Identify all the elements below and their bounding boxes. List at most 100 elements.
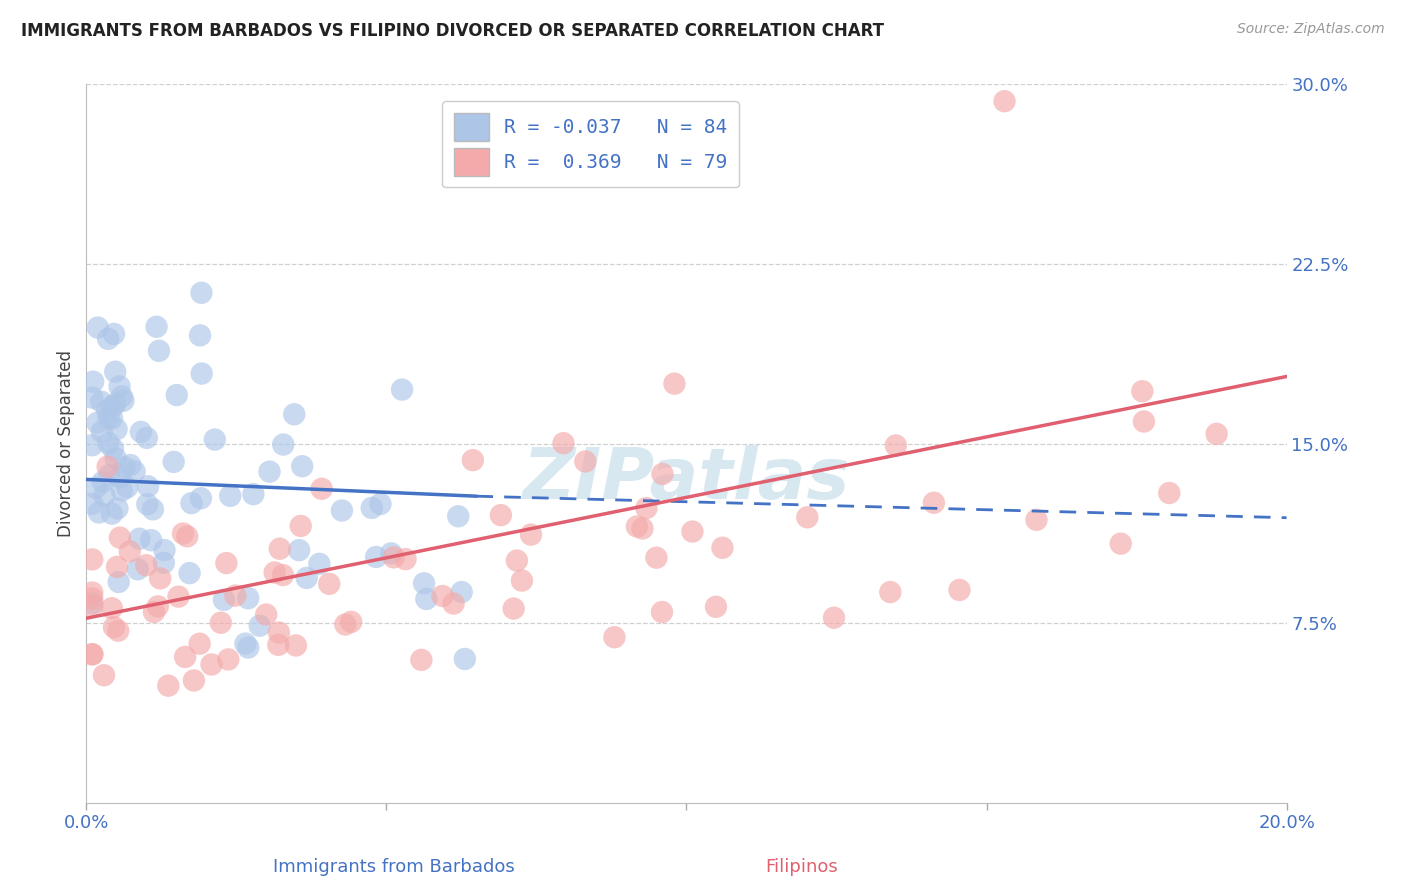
Point — [90, 394, 112, 409]
Point — [318, 577, 340, 591]
Point — [432, 589, 454, 603]
Point — [136, 479, 159, 493]
Point — [1205, 426, 1227, 441]
Point — [108, 379, 131, 393]
Point — [111, 389, 134, 403]
Point — [636, 501, 658, 516]
Text: Source: ZipAtlas.com: Source: ZipAtlas.com — [1237, 22, 1385, 37]
Point — [510, 574, 533, 588]
Point — [179, 566, 201, 580]
Point — [235, 637, 257, 651]
Point — [330, 503, 353, 517]
Point — [84, 481, 107, 495]
Point — [111, 483, 134, 498]
Point — [922, 496, 945, 510]
Point — [149, 571, 172, 585]
Point — [204, 433, 226, 447]
Point — [664, 376, 686, 391]
Point — [101, 442, 124, 456]
Point — [993, 94, 1015, 108]
Point — [603, 630, 626, 644]
Point — [124, 465, 146, 479]
Point — [91, 475, 114, 489]
Point — [212, 592, 235, 607]
Point — [311, 482, 333, 496]
Point — [82, 585, 104, 599]
Point — [188, 328, 211, 343]
Point — [506, 553, 529, 567]
Point — [335, 617, 357, 632]
Point — [96, 403, 118, 417]
Point — [948, 582, 970, 597]
Point — [107, 501, 129, 516]
Point — [382, 550, 405, 565]
Point — [188, 637, 211, 651]
Point — [142, 605, 165, 619]
Point — [87, 320, 110, 334]
Point — [295, 571, 318, 585]
Point — [82, 591, 104, 606]
Point — [118, 544, 141, 558]
Point — [82, 391, 104, 405]
Point — [176, 529, 198, 543]
Point — [308, 557, 330, 571]
Point — [884, 438, 907, 452]
Point — [141, 533, 163, 548]
Point — [166, 388, 188, 402]
Point — [167, 590, 190, 604]
Point — [454, 652, 477, 666]
Point — [443, 597, 465, 611]
Point — [380, 546, 402, 560]
Point — [105, 560, 128, 574]
Point — [82, 552, 104, 566]
Point — [1159, 486, 1181, 500]
Point — [209, 615, 232, 630]
Point — [97, 436, 120, 450]
Point — [796, 510, 818, 524]
Point — [135, 431, 157, 445]
Point — [364, 549, 387, 564]
Point — [98, 468, 121, 483]
Point — [129, 425, 152, 439]
Point — [97, 332, 120, 346]
Point — [105, 422, 128, 436]
Point — [103, 326, 125, 341]
Text: IMMIGRANTS FROM BARBADOS VS FILIPINO DIVORCED OR SEPARATED CORRELATION CHART: IMMIGRANTS FROM BARBADOS VS FILIPINO DIV… — [21, 22, 884, 40]
Text: Immigrants from Barbados: Immigrants from Barbados — [273, 858, 515, 876]
Point — [502, 601, 524, 615]
Point — [823, 611, 845, 625]
Point — [146, 599, 169, 614]
Point — [82, 648, 104, 662]
Point — [254, 607, 277, 622]
Point — [271, 437, 294, 451]
Point — [290, 519, 312, 533]
Point — [711, 541, 734, 555]
Point — [180, 496, 202, 510]
Point — [200, 657, 222, 672]
Point — [242, 487, 264, 501]
Point — [219, 489, 242, 503]
Point — [145, 319, 167, 334]
Y-axis label: Divorced or Separated: Divorced or Separated — [58, 350, 75, 537]
Point — [103, 620, 125, 634]
Point — [1133, 415, 1156, 429]
Point — [263, 566, 285, 580]
Point — [127, 562, 149, 576]
Point — [645, 550, 668, 565]
Point — [183, 673, 205, 688]
Point — [284, 639, 307, 653]
Point — [101, 399, 124, 413]
Point — [108, 470, 131, 484]
Point — [217, 652, 239, 666]
Point — [153, 556, 176, 570]
Point — [574, 454, 596, 468]
Point — [157, 679, 180, 693]
Point — [340, 615, 363, 629]
Point — [391, 383, 413, 397]
Point — [520, 527, 543, 541]
Point — [288, 543, 311, 558]
Point — [104, 397, 127, 411]
Point — [104, 365, 127, 379]
Point — [97, 459, 120, 474]
Point — [82, 596, 104, 610]
